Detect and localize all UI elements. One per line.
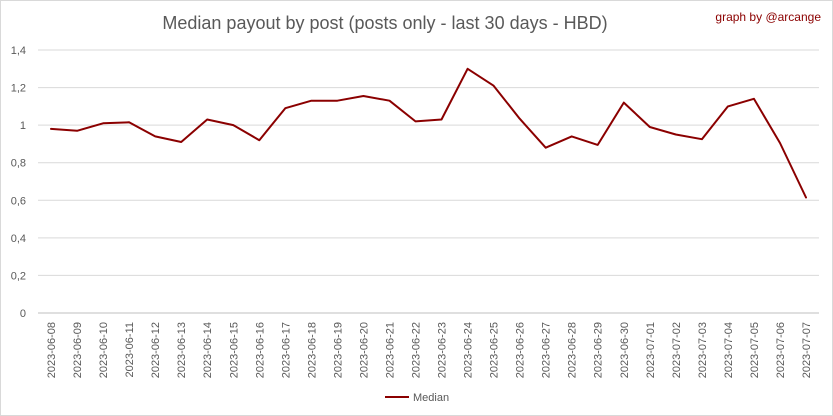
data-point xyxy=(101,121,105,125)
x-tick-label: 2023-06-27 xyxy=(541,322,553,378)
data-point xyxy=(387,99,391,103)
data-point xyxy=(492,84,496,88)
x-tick-label: 2023-06-30 xyxy=(619,322,631,378)
x-tick-label: 2023-06-15 xyxy=(228,322,240,378)
x-tick-label: 2023-06-09 xyxy=(72,322,84,378)
data-point xyxy=(283,106,287,110)
x-tick-label: 2023-06-28 xyxy=(567,322,579,378)
x-tick-label: 2023-07-04 xyxy=(723,322,735,378)
y-tick-label: 0,6 xyxy=(11,195,26,207)
x-tick-label: 2023-07-02 xyxy=(671,322,683,378)
x-axis: 2023-06-08 2023-06-09 2023-06-10 2023-06-11… xyxy=(46,322,813,378)
data-point xyxy=(153,134,157,138)
chart-title: Median payout by post (posts only - last… xyxy=(162,13,607,33)
data-point xyxy=(440,118,444,122)
x-tick-label: 2023-07-05 xyxy=(749,322,761,378)
gridlines xyxy=(38,49,819,314)
data-point xyxy=(179,140,183,144)
data-point xyxy=(75,129,79,133)
y-tick-label: 0 xyxy=(20,308,26,320)
data-point xyxy=(570,134,574,138)
y-tick-label: 1,2 xyxy=(11,83,26,95)
data-point xyxy=(752,97,756,101)
data-point xyxy=(205,118,209,122)
x-tick-label: 2023-06-10 xyxy=(98,322,110,378)
legend-label: Median xyxy=(413,392,449,404)
data-point xyxy=(309,99,313,103)
x-tick-label: 2023-06-23 xyxy=(437,322,449,378)
x-tick-label: 2023-06-08 xyxy=(46,322,58,378)
data-point xyxy=(466,67,470,71)
data-point xyxy=(700,137,704,141)
y-tick-label: 0,2 xyxy=(11,270,26,282)
x-tick-label: 2023-07-03 xyxy=(697,322,709,378)
x-tick-label: 2023-06-17 xyxy=(280,322,292,378)
data-point xyxy=(804,195,808,199)
chart-credit: graph by @arcange xyxy=(715,10,821,24)
data-point xyxy=(257,138,261,142)
x-tick-label: 2023-07-06 xyxy=(775,322,787,378)
series-layer xyxy=(49,67,808,199)
y-axis: 0 0,2 0,4 0,6 0,8 1 1,2 1,4 xyxy=(11,45,26,320)
data-point xyxy=(127,120,131,124)
x-tick-label: 2023-07-07 xyxy=(801,322,813,378)
data-point xyxy=(231,123,235,127)
x-tick-label: 2023-06-11 xyxy=(124,322,136,377)
data-point xyxy=(726,104,730,108)
x-tick-label: 2023-06-18 xyxy=(306,322,318,378)
data-point xyxy=(674,133,678,137)
x-tick-label: 2023-06-22 xyxy=(410,322,422,378)
data-point xyxy=(518,117,522,121)
x-tick-label: 2023-06-25 xyxy=(489,322,501,378)
y-tick-label: 0,4 xyxy=(11,233,26,245)
x-tick-label: 2023-06-21 xyxy=(384,322,396,378)
data-point xyxy=(596,143,600,147)
data-point xyxy=(335,99,339,103)
data-point xyxy=(778,141,782,145)
y-tick-label: 1,4 xyxy=(11,45,26,57)
x-tick-label: 2023-06-26 xyxy=(515,322,527,378)
x-tick-label: 2023-07-01 xyxy=(645,322,657,378)
x-tick-label: 2023-06-19 xyxy=(332,322,344,378)
data-point xyxy=(622,101,626,105)
data-point xyxy=(361,94,365,98)
x-tick-label: 2023-06-24 xyxy=(463,322,475,378)
legend: Median xyxy=(385,392,449,404)
x-tick-label: 2023-06-16 xyxy=(254,322,266,378)
y-tick-label: 1 xyxy=(20,120,26,132)
data-point xyxy=(49,127,53,131)
x-tick-label: 2023-06-14 xyxy=(202,322,214,378)
data-point xyxy=(648,125,652,129)
x-tick-label: 2023-06-13 xyxy=(176,322,188,378)
series-line-median xyxy=(50,67,807,199)
x-tick-label: 2023-06-20 xyxy=(358,322,370,378)
data-point xyxy=(544,146,548,150)
data-point xyxy=(413,119,417,123)
y-tick-label: 0,8 xyxy=(11,158,26,170)
x-tick-label: 2023-06-29 xyxy=(593,322,605,378)
x-tick-label: 2023-06-12 xyxy=(150,322,162,378)
